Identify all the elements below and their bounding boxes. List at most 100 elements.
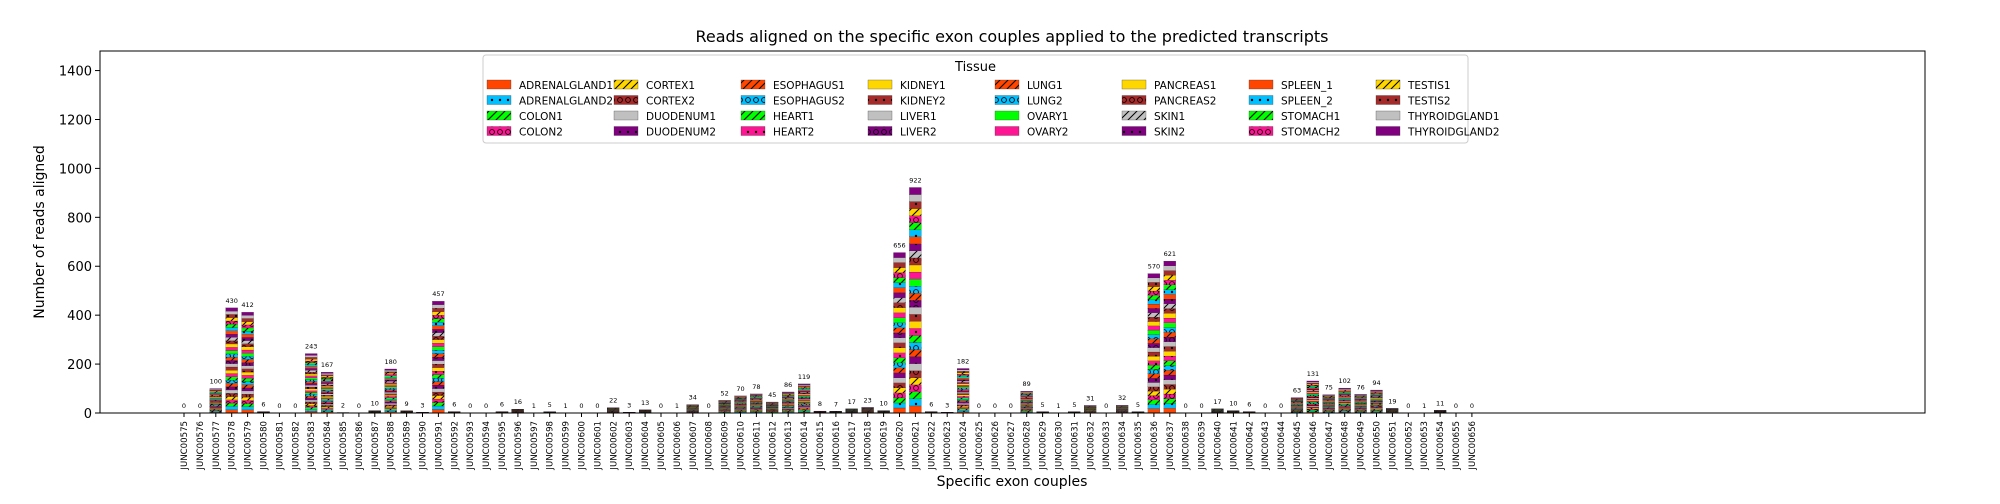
bar-segment — [750, 402, 762, 403]
x-tick-label: JUNC00623 — [943, 421, 953, 471]
bar-segment — [242, 347, 254, 350]
bar-total-label: 52 — [720, 389, 728, 397]
legend-swatch — [487, 111, 511, 120]
bar-segment — [385, 402, 397, 403]
bar-segment — [1323, 399, 1335, 400]
bar-segment — [321, 379, 333, 380]
legend-label: STOMACH1 — [1281, 111, 1340, 123]
bar-segment — [909, 321, 921, 328]
legend-swatch — [614, 96, 638, 105]
bar-segment — [909, 357, 921, 364]
bar-segment — [210, 391, 222, 392]
bar-segment — [1323, 408, 1335, 409]
legend-label: ADRENALGLAND2 — [519, 96, 613, 108]
bar-segment — [1307, 404, 1319, 405]
x-tick-label: JUNC00644 — [1277, 421, 1287, 471]
bar-segment — [321, 410, 333, 411]
bar-segment — [210, 392, 222, 393]
bar-segment — [909, 223, 921, 230]
bar-stack — [1323, 395, 1335, 413]
bar-segment — [1355, 397, 1367, 398]
bar-segment — [909, 237, 921, 244]
bar-segment — [1164, 275, 1176, 280]
bar-segment — [1355, 410, 1367, 411]
bar-segment — [1148, 304, 1160, 308]
legend-swatch — [1249, 111, 1273, 120]
bar-segment — [385, 399, 397, 400]
x-tick-label: JUNC00615 — [816, 421, 826, 471]
bar-segment — [1307, 396, 1319, 397]
bar-segment — [305, 359, 317, 361]
legend-swatch — [1122, 127, 1146, 136]
bar-segment — [957, 396, 969, 397]
bar-segment — [894, 373, 906, 378]
bar-segment — [782, 410, 794, 411]
bar-segment — [1021, 411, 1033, 412]
bar-segment — [782, 399, 794, 400]
bar-segment — [1323, 410, 1335, 411]
bar-segment — [957, 403, 969, 404]
bar-segment — [1164, 299, 1176, 304]
bar-segment — [909, 216, 921, 223]
bar-segment — [798, 403, 810, 404]
bar-segment — [242, 366, 254, 369]
bar-segment — [750, 408, 762, 409]
bar-stack — [957, 368, 969, 413]
bar-segment — [750, 406, 762, 407]
bar-segment — [1371, 395, 1383, 396]
bar-segment — [210, 400, 222, 401]
x-tick-label: JUNC00652 — [1404, 421, 1414, 471]
bar-segment — [735, 409, 747, 410]
bar-segment — [1164, 304, 1176, 309]
legend-swatch — [995, 96, 1019, 105]
bar-segment — [1355, 402, 1367, 403]
bar-segment — [385, 405, 397, 406]
bar-segment — [894, 273, 906, 278]
bar-segment — [1148, 322, 1160, 326]
bar-segment — [735, 411, 747, 412]
bar-segment — [750, 399, 762, 400]
bar-segment — [210, 396, 222, 397]
bar-segment — [1371, 403, 1383, 404]
bar-stack — [1212, 409, 1224, 413]
bar-total-label: 0 — [1454, 402, 1458, 410]
bar-segment — [242, 312, 254, 315]
bar-segment — [226, 321, 238, 324]
bar-segment — [321, 396, 333, 397]
bar-segment — [305, 406, 317, 408]
x-tick-label: JUNC00602 — [609, 421, 619, 471]
bar-total-label: 243 — [305, 343, 317, 351]
bar-segment — [210, 395, 222, 396]
bar-segment — [782, 411, 794, 412]
x-tick-label: JUNC00620 — [896, 421, 906, 471]
bar-segment — [242, 331, 254, 334]
bar-stack — [432, 301, 444, 413]
legend-swatch — [1376, 80, 1400, 89]
bar-segment — [1164, 370, 1176, 375]
x-tick-label: JUNC00601 — [593, 421, 603, 471]
bar-segment — [798, 409, 810, 410]
x-tick-label: JUNC00596 — [514, 421, 524, 471]
bar-segment — [1164, 361, 1176, 366]
bar-segment — [798, 400, 810, 401]
bar-segment — [894, 388, 906, 393]
bar-segment — [750, 410, 762, 411]
legend-swatch — [1249, 127, 1273, 136]
bar-segment — [735, 408, 747, 409]
bar-segment — [305, 363, 317, 365]
chart-title: Reads aligned on the specific exon coupl… — [695, 27, 1328, 46]
bar-segment — [432, 350, 444, 353]
bar-segment — [1323, 401, 1335, 402]
bar-segment — [305, 402, 317, 404]
bar-segment — [321, 375, 333, 376]
bar-total-label: 0 — [707, 402, 711, 410]
bar-segment — [1021, 409, 1033, 410]
bar-segment — [321, 381, 333, 382]
bar-segment — [1307, 410, 1319, 411]
bar-segment — [1164, 394, 1176, 399]
bar-segment — [210, 402, 222, 403]
bar-segment — [750, 403, 762, 404]
bar-segment — [1371, 394, 1383, 395]
bar-segment — [226, 367, 238, 370]
